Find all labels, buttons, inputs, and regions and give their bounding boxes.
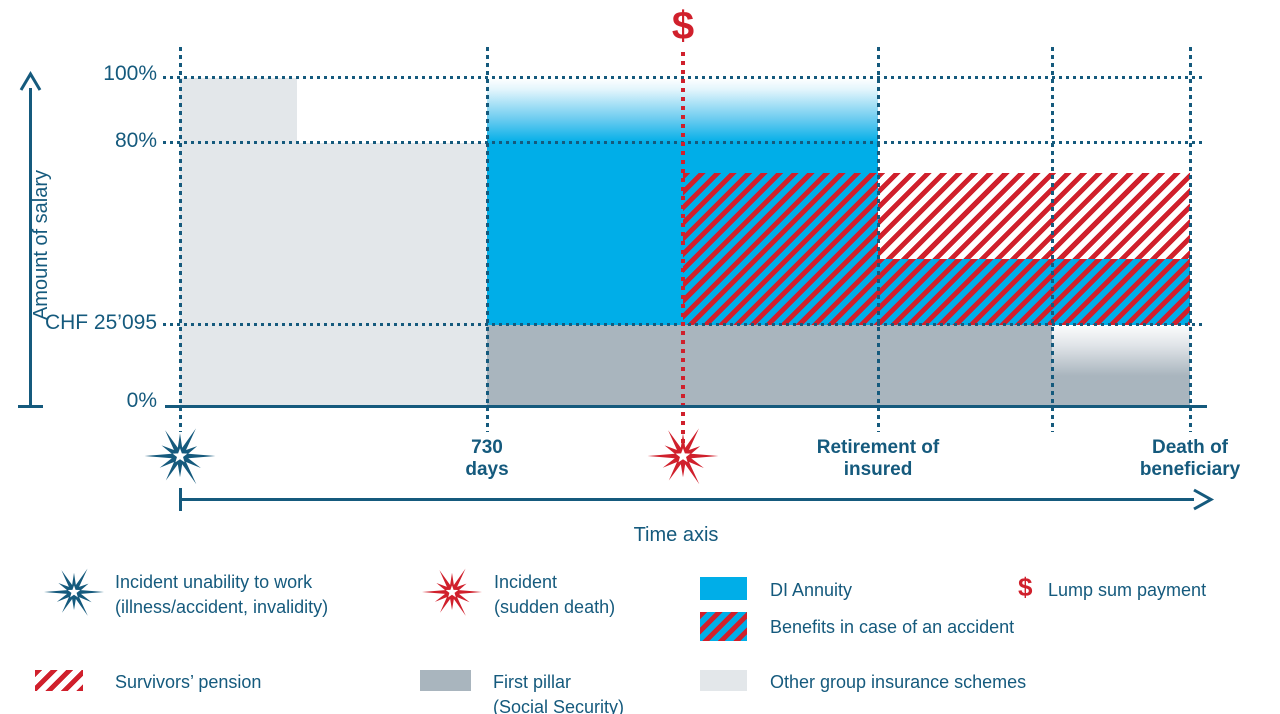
lump-sum-marker: $	[671, 4, 695, 48]
y-tick-0: 0%	[126, 389, 157, 412]
incident-work-star-icon	[141, 417, 219, 495]
milestone-730-days-line1: 730	[471, 437, 503, 458]
milestone-730-days-line2: days	[465, 459, 509, 480]
legend-incident-work-star-icon	[41, 559, 107, 625]
legend-incident-death-star-icon	[419, 559, 485, 625]
legend-first-pillar-label: First pillar (Social Security)	[493, 670, 624, 714]
benefits-accident-area-1	[683, 173, 878, 325]
legend-benefits-accident-label: Benefits in case of an accident	[770, 617, 1015, 637]
y-axis-base-tick	[18, 405, 43, 408]
x-axis-title: Time axis	[633, 524, 719, 546]
legend-survivors-pension-swatch	[35, 670, 83, 691]
other-schemes-area-1	[180, 78, 297, 407]
legend-first-pillar-line1: First pillar	[493, 672, 572, 692]
milestone-retirement: Retirement of insured	[788, 437, 968, 481]
milestone-death: Death of beneficiary	[1100, 437, 1280, 481]
guide-incident-death	[681, 52, 685, 444]
legend-incident-death-label: Incident (sudden death)	[494, 570, 615, 620]
first-pillar-gradient-area	[1052, 325, 1190, 407]
milestone-death-line2: beneficiary	[1139, 459, 1241, 480]
benefits-accident-area-2	[878, 259, 1190, 325]
legend-other-schemes-label: Other group insurance schemes	[770, 672, 1027, 692]
incident-death-star-icon	[644, 417, 722, 495]
legend-incident-work-line2: (illness/accident, invalidity)	[115, 597, 329, 617]
legend-first-pillar-swatch	[420, 670, 471, 691]
x-axis-start-tick	[179, 488, 182, 511]
y-axis-arrow-icon	[19, 71, 42, 91]
guide-incident-work	[179, 47, 182, 432]
milestone-retirement-line2: insured	[843, 459, 913, 480]
milestone-730-days: 730 days	[427, 437, 547, 481]
legend-incident-work-label: Incident unability to work (illness/acci…	[115, 570, 328, 620]
legend-di-annuity-swatch	[700, 577, 747, 600]
legend-incident-death-line1: Incident	[494, 572, 558, 592]
milestone-retirement-line1: Retirement of	[816, 437, 940, 458]
other-schemes-area-2	[297, 143, 487, 407]
survivors-pension-area	[878, 173, 1190, 259]
legend-di-annuity-label: DI Annuity	[770, 580, 853, 600]
legend-incident-work-line1: Incident unability to work	[115, 572, 313, 592]
legend-lump-sum-label: Lump sum payment	[1048, 580, 1207, 600]
x-baseline	[165, 405, 1207, 408]
first-pillar-area	[487, 325, 1052, 407]
guide-death	[1189, 47, 1192, 432]
guide-retirement	[877, 47, 880, 432]
legend-lump-sum-icon: $	[1018, 572, 1033, 602]
guide-post-retirement	[1051, 47, 1054, 432]
y-axis-line	[29, 88, 32, 407]
milestone-death-line1: Death of	[1152, 437, 1228, 458]
di-annuity-area-2	[683, 143, 878, 173]
legend-first-pillar-line2: (Social Security)	[493, 697, 625, 714]
guide-730-days	[486, 47, 489, 432]
y-tick-100: 100%	[103, 62, 157, 85]
x-axis-arrow-icon	[1193, 488, 1215, 511]
y-tick-chf: CHF 25’095	[44, 311, 157, 334]
legend-benefits-accident-swatch	[700, 612, 747, 641]
legend-incident-death-line2: (sudden death)	[494, 597, 616, 617]
y-tick-80: 80%	[114, 129, 157, 152]
di-annuity-area	[487, 143, 683, 325]
legend-survivors-pension-label: Survivors’ pension	[115, 672, 262, 692]
legend-other-schemes-swatch	[700, 670, 747, 691]
x-axis-line	[180, 498, 1194, 501]
